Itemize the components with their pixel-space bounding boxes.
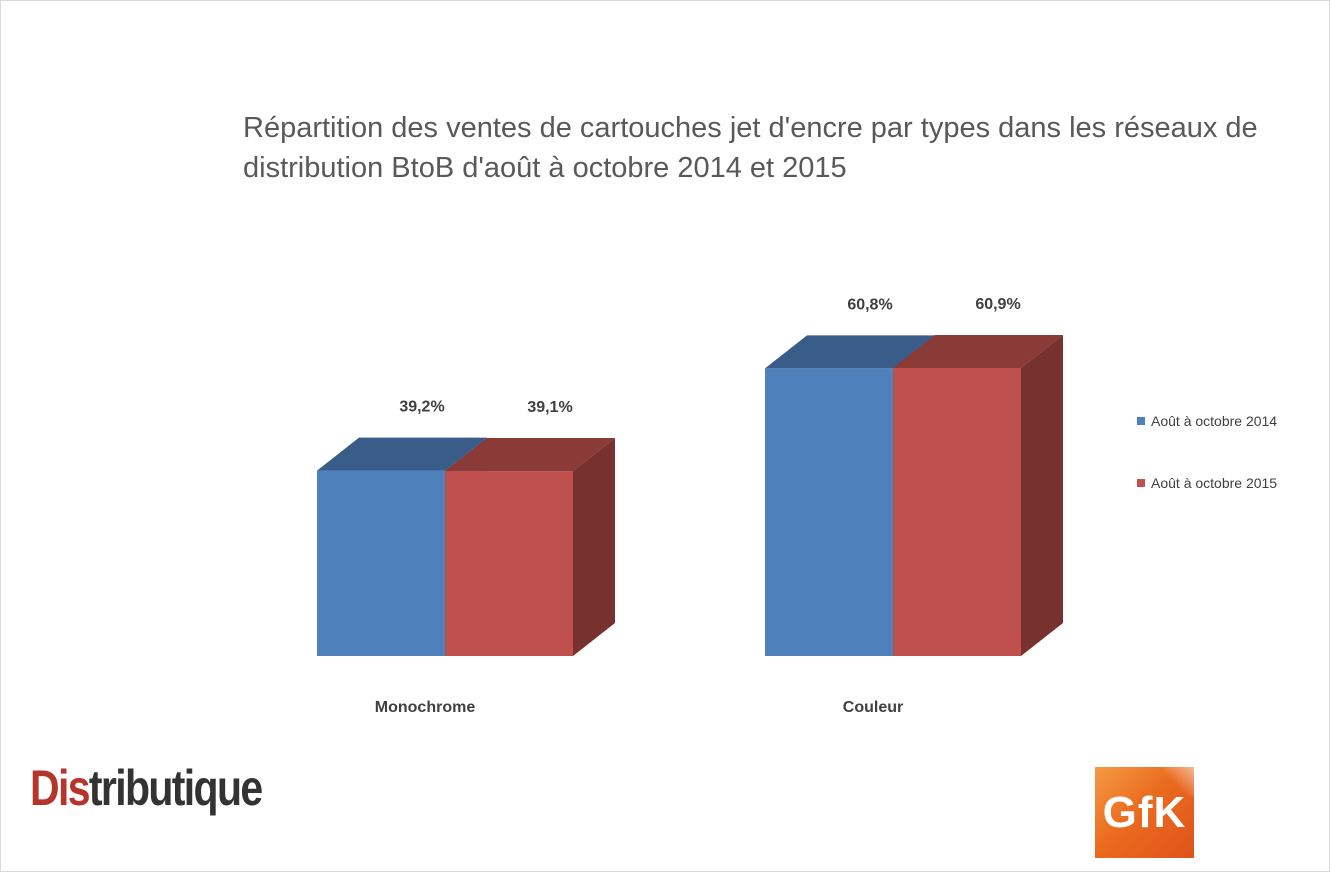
data-label-monochrome-0: 39,2% bbox=[399, 399, 444, 416]
bar-top-couleur-0 bbox=[765, 335, 935, 369]
legend-swatch-2014 bbox=[1137, 417, 1145, 425]
bar-front-couleur-0 bbox=[765, 368, 893, 656]
legend-swatch-2015 bbox=[1137, 479, 1145, 487]
data-label-couleur-1: 60,9% bbox=[975, 296, 1020, 313]
distributique-logo: Distributique bbox=[30, 760, 263, 816]
bar-top-couleur-1 bbox=[893, 334, 1063, 368]
gfk-logo-shine bbox=[1164, 767, 1194, 797]
legend-label-2014: Août à octobre 2014 bbox=[1151, 413, 1278, 429]
chart-legend: Août à octobre 2014 Août à octobre 2015 bbox=[1137, 410, 1277, 534]
legend-item-2014: Août à octobre 2014 bbox=[1137, 410, 1277, 432]
bar-front-monochrome-0 bbox=[317, 470, 445, 656]
category-label-couleur: Couleur bbox=[843, 699, 903, 716]
bar-top-monochrome-1 bbox=[445, 438, 615, 472]
gfk-logo: GfK bbox=[1095, 767, 1194, 858]
bar-side-couleur-1 bbox=[1021, 334, 1063, 656]
category-label-monochrome: Monochrome bbox=[375, 699, 476, 716]
bar-side-monochrome-1 bbox=[573, 438, 615, 656]
data-label-couleur-0: 60,8% bbox=[847, 296, 892, 313]
legend-item-2015: Août à octobre 2015 bbox=[1137, 472, 1277, 494]
bar-front-couleur-1 bbox=[893, 367, 1021, 656]
bar-top-monochrome-0 bbox=[317, 437, 487, 471]
data-label-monochrome-1: 39,1% bbox=[527, 399, 572, 416]
legend-label-2015: Août à octobre 2015 bbox=[1151, 475, 1278, 491]
chart-title: Répartition des ventes de cartouches jet… bbox=[243, 112, 1258, 184]
bar-front-monochrome-1 bbox=[445, 471, 573, 656]
